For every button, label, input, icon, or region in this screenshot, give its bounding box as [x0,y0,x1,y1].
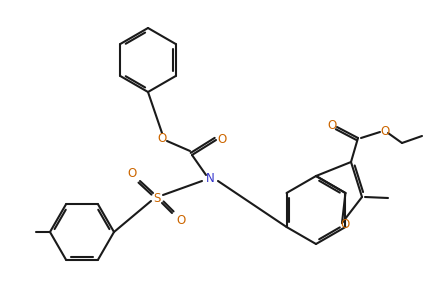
Text: O: O [157,131,166,145]
Text: O: O [340,218,350,231]
Text: O: O [217,133,226,145]
Text: O: O [327,118,337,131]
Text: O: O [380,124,390,137]
Text: O: O [127,166,137,179]
Text: N: N [205,172,214,185]
Text: O: O [177,214,186,227]
Text: S: S [153,191,161,204]
